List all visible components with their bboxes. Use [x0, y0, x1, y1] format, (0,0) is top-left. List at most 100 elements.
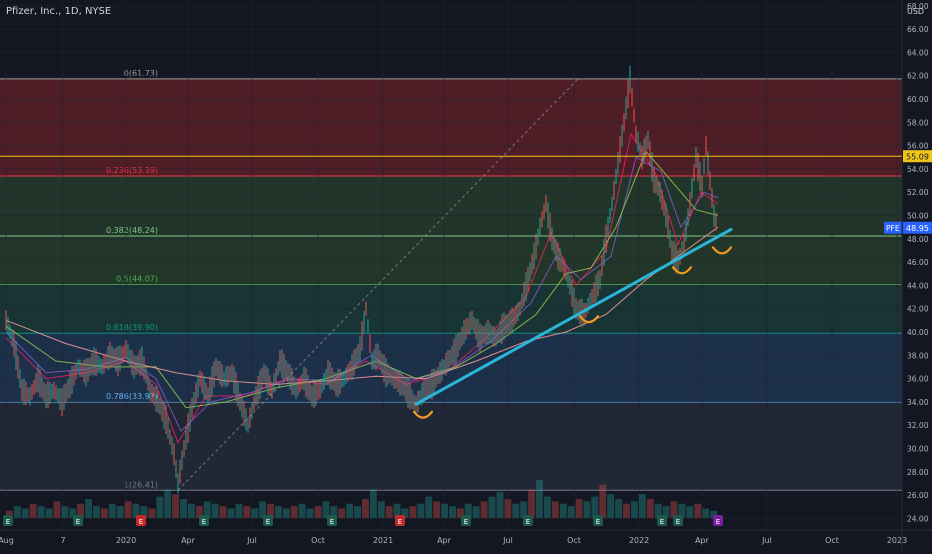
earnings-marker[interactable] [3, 515, 13, 526]
earnings-marker-label: E [660, 518, 664, 526]
earnings-marker-label: E [716, 518, 720, 526]
x-tick-label: Jul [761, 536, 772, 545]
earnings-marker-label: E [76, 518, 80, 526]
fib-label-0.786: 0.786(33.97) [106, 392, 158, 401]
volume-bar [354, 506, 361, 518]
volume-bar [710, 510, 717, 518]
earnings-marker[interactable] [713, 515, 723, 526]
volume-bar [409, 506, 417, 518]
volume-bar [504, 499, 512, 518]
volume-bar [646, 499, 654, 518]
volume-bar [512, 503, 520, 518]
volume-histogram [6, 480, 717, 518]
ticker-tag [884, 221, 902, 234]
earnings-marker[interactable] [673, 515, 683, 526]
earnings-marker[interactable] [136, 515, 146, 526]
y-tick-label: 28.00 [907, 468, 929, 477]
earnings-marker[interactable] [523, 515, 533, 526]
y-tick-label: 48.00 [907, 235, 929, 244]
earnings-marker[interactable] [263, 515, 273, 526]
earnings-marker[interactable] [73, 515, 83, 526]
volume-bar [496, 491, 504, 518]
volume-bar [267, 503, 274, 518]
moving-average-4 [5, 226, 719, 385]
volume-bar [425, 496, 433, 518]
volume-bar [567, 506, 575, 518]
volume-bar [630, 501, 638, 518]
support-arc [671, 266, 693, 275]
earnings-marker-label: E [676, 518, 680, 526]
volume-bar [148, 508, 156, 518]
x-tick-label: Oct [567, 536, 581, 545]
volume-bar [45, 508, 53, 518]
y-tick-label: 54.00 [907, 165, 929, 174]
symbol-title[interactable]: Pfizer, Inc., 1D, NYSE [6, 6, 112, 17]
fib-label-0: 0(61.73) [124, 69, 158, 78]
y-tick-label: 34.00 [907, 398, 929, 407]
volume-bar [528, 489, 536, 518]
volume-bar [274, 506, 282, 518]
volume-bar [559, 503, 567, 518]
x-tick-label: Aug [0, 536, 14, 545]
ticker-symbol: PFE [886, 224, 900, 233]
fib-band-0.236 [0, 176, 902, 236]
volume-bar [623, 503, 630, 518]
volume-bar [61, 506, 69, 518]
fib-label-1: 1(26.41) [124, 480, 158, 489]
earnings-marker[interactable] [593, 515, 603, 526]
earnings-marker[interactable] [657, 515, 667, 526]
earnings-marker-label: E [266, 518, 270, 526]
y-tick-label: 50.00 [907, 211, 929, 220]
volume-bar [607, 494, 615, 518]
drawings[interactable] [0, 78, 902, 491]
volume-bar [219, 506, 227, 518]
volume-bar [464, 503, 472, 518]
x-tick-label: Oct [311, 536, 325, 545]
volume-bar [694, 503, 702, 518]
volume-bar [13, 506, 21, 518]
earnings-marker[interactable] [461, 515, 471, 526]
volume-bar [314, 506, 322, 518]
fib-label-0.618: 0.618(39.90) [106, 323, 158, 332]
earnings-marker-label: E [398, 518, 402, 526]
volume-bar [401, 508, 409, 518]
volume-bar [298, 503, 306, 518]
y-tick-label: 40.00 [907, 328, 929, 337]
current-price-value: 55.09 [906, 153, 929, 162]
x-tick-label: 2022 [629, 536, 649, 545]
volume-bar [488, 496, 496, 518]
volume-bar [670, 501, 678, 518]
earnings-marker[interactable] [199, 515, 209, 526]
volume-bar [77, 503, 85, 518]
volume-bar [251, 508, 259, 518]
volume-bar [93, 506, 100, 518]
price-bars [5, 65, 717, 494]
trendline [414, 227, 733, 406]
volume-bar [259, 501, 267, 518]
volume-bar [140, 506, 148, 518]
volume-bar [369, 489, 377, 518]
volume-bar [456, 508, 464, 518]
volume-bar [686, 506, 694, 518]
earnings-marker[interactable] [327, 515, 337, 526]
volume-bar [662, 506, 670, 518]
volume-bar [180, 499, 187, 518]
earnings-marker-label: E [464, 518, 468, 526]
earnings-marker[interactable] [395, 515, 405, 526]
earnings-marker-label: E [330, 518, 334, 526]
volume-bar [615, 499, 623, 518]
fib-label-0.236: 0.236(53.39) [106, 166, 158, 175]
volume-bar [449, 506, 456, 518]
volume-bar [156, 496, 164, 518]
y-tick-label: 30.00 [907, 444, 929, 453]
x-tick-label: Jul [502, 536, 513, 545]
y-tick-label: 24.00 [907, 514, 929, 523]
x-tick-label: 2021 [373, 536, 393, 545]
volume-bar [520, 501, 528, 518]
earnings-marker-label: E [139, 518, 143, 526]
support-arc [711, 246, 733, 255]
